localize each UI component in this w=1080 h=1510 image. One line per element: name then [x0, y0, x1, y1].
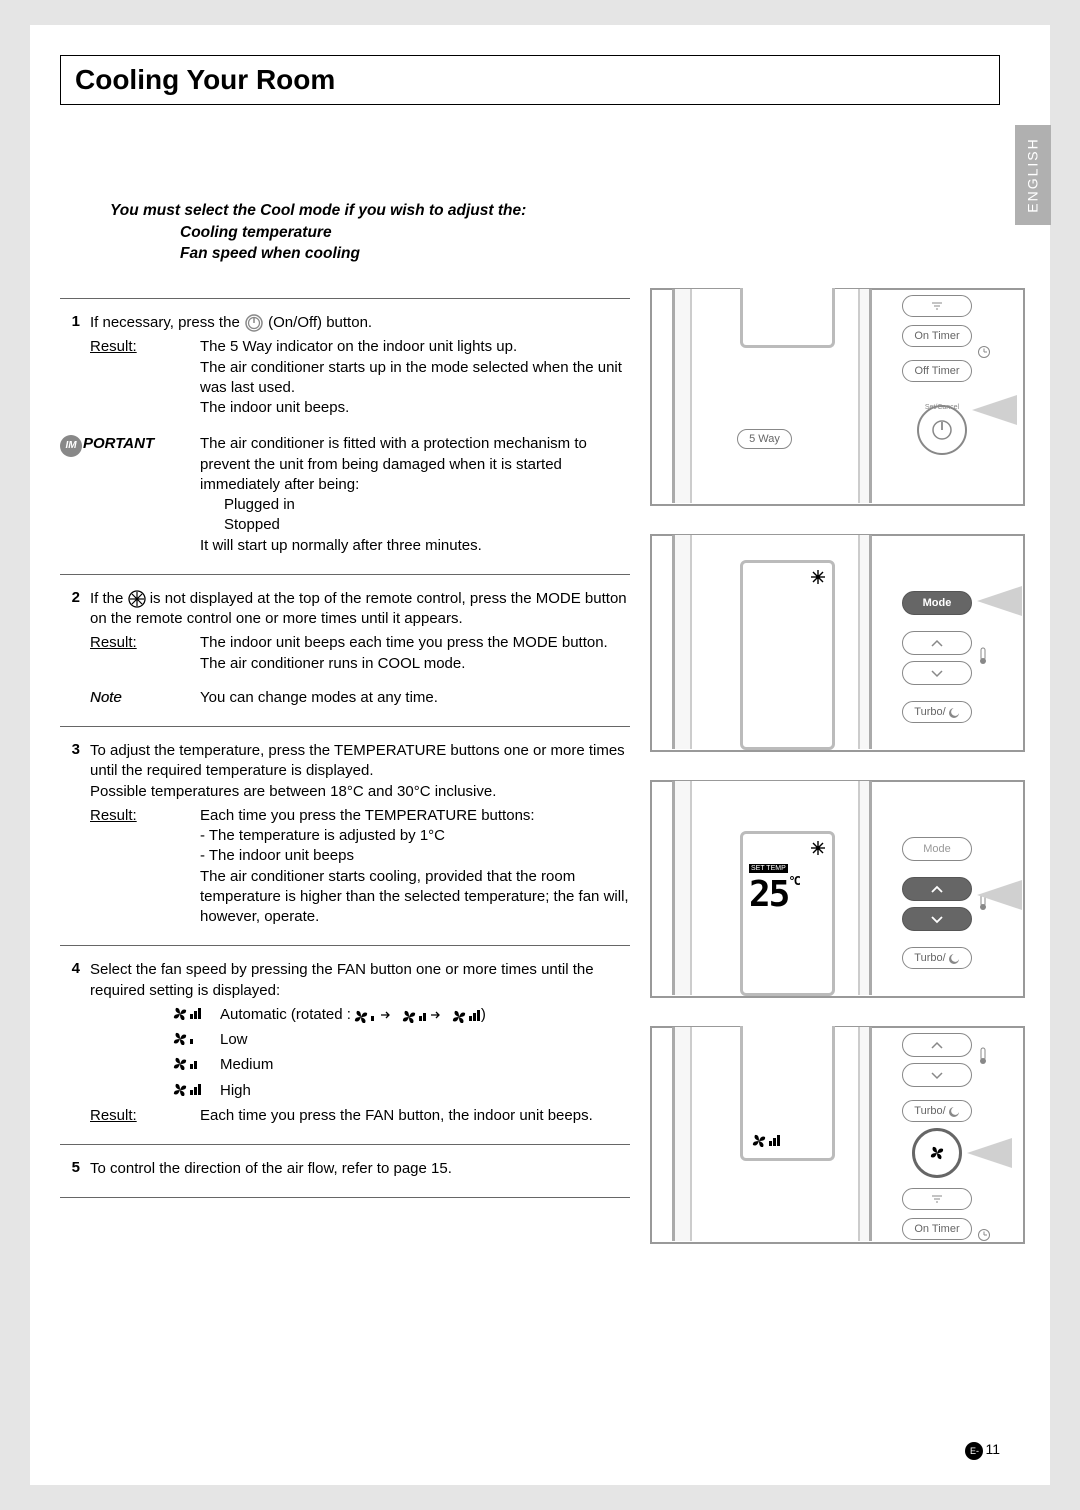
step-number: 4	[60, 960, 90, 1126]
fan-low-icon	[170, 1029, 220, 1051]
step-1-important: IMPORTANT The air conditioner is fitted …	[60, 426, 630, 564]
divider	[60, 1197, 630, 1198]
mode-button: Mode	[902, 837, 972, 861]
fan-speed-icon	[749, 1131, 781, 1152]
indicator-arrow-icon	[977, 880, 1022, 910]
note-label: Note	[90, 688, 200, 708]
result-label: Result:	[90, 1106, 200, 1126]
step-number: 3	[60, 741, 90, 927]
temp-up-button	[902, 631, 972, 655]
important-body: The air conditioner is fitted with a pro…	[200, 434, 630, 556]
set-temp-label: SET TEMP	[749, 864, 788, 873]
snowflake-icon	[128, 590, 146, 608]
step-3: 3 To adjust the temperature, press the T…	[60, 737, 630, 935]
temp-up-button	[902, 877, 972, 901]
step-4: 4 Select the fan speed by pressing the F…	[60, 956, 630, 1134]
result-label: Result:	[90, 633, 200, 674]
divider	[60, 726, 630, 727]
turbo-button: Turbo/	[902, 701, 972, 723]
fan-high-row: High	[170, 1080, 630, 1102]
intro-line-2: Cooling temperature	[180, 222, 526, 244]
step-number: 1	[60, 313, 90, 418]
divider	[60, 1144, 630, 1145]
result-label: Result:	[90, 337, 200, 418]
indicator-arrow-icon	[972, 395, 1017, 425]
steps-column: 1 If necessary, press the (On/Off) butto…	[60, 288, 630, 1208]
indicator-arrow-icon	[967, 1138, 1012, 1168]
fan-auto-row: Automatic (rotated : )	[170, 1004, 630, 1026]
five-way-button: 5 Way	[737, 429, 792, 449]
indicator-arrow-icon	[977, 586, 1022, 616]
intro-line-3: Fan speed when cooling	[180, 243, 526, 265]
step-5: 5 To control the direction of the air fl…	[60, 1155, 630, 1187]
remote-panel-1: 5 Way On Timer Off Timer Set/Cancel	[650, 288, 1025, 506]
off-timer-button: Off Timer	[902, 360, 972, 382]
remote-panel-2: Mode Turbo/	[650, 534, 1025, 752]
divider	[60, 298, 630, 299]
power-icon	[244, 313, 264, 333]
important-label: IMPORTANT	[60, 434, 200, 556]
temp-display: 25°C	[749, 874, 799, 915]
title-box: Cooling Your Room	[60, 55, 1000, 105]
intro-line-1: You must select the Cool mode if you wis…	[110, 200, 526, 222]
temp-down-button	[902, 907, 972, 931]
remote-illustrations: 5 Way On Timer Off Timer Set/Cancel Mode	[650, 288, 1030, 1244]
fan-high-icon	[170, 1080, 220, 1102]
temp-down-button	[902, 661, 972, 685]
fan-med-icon	[170, 1054, 220, 1076]
language-label: ENGLISH	[1025, 137, 1041, 212]
fan-button	[912, 1128, 962, 1178]
on-timer-button: On Timer	[902, 325, 972, 347]
step-number: 2	[60, 589, 90, 708]
step-body: If necessary, press the (On/Off) button.…	[90, 313, 630, 418]
page-title: Cooling Your Room	[61, 56, 999, 104]
divider	[60, 945, 630, 946]
swing-button	[902, 1188, 972, 1210]
fan-med-row: Medium	[170, 1054, 630, 1076]
language-tab: ENGLISH	[1015, 125, 1051, 225]
temp-up-button	[902, 1033, 972, 1057]
divider	[60, 574, 630, 575]
manual-page: ENGLISH Cooling Your Room You must selec…	[30, 25, 1050, 1485]
fan-low-row: Low	[170, 1029, 630, 1051]
step-number: 5	[60, 1159, 90, 1179]
result-label: Result:	[90, 806, 200, 928]
on-timer-button: On Timer	[902, 1218, 972, 1240]
result-text: The 5 Way indicator on the indoor unit l…	[200, 337, 630, 418]
intro-block: You must select the Cool mode if you wis…	[110, 200, 526, 265]
turbo-button: Turbo/	[902, 947, 972, 969]
remote-panel-3: SET TEMP 25°C Mode Turbo/	[650, 780, 1025, 998]
power-button: Set/Cancel	[917, 405, 967, 455]
step-2: 2 If the is not displayed at the top of …	[60, 585, 630, 716]
mode-button: Mode	[902, 591, 972, 615]
fan-auto-icon	[170, 1004, 220, 1026]
temp-down-button	[902, 1063, 972, 1087]
turbo-button: Turbo/	[902, 1100, 972, 1122]
page-number: E-11	[965, 1441, 1000, 1460]
snowflake-icon	[810, 569, 826, 585]
snowflake-icon	[810, 840, 826, 856]
remote-panel-4: Turbo/ On Timer	[650, 1026, 1025, 1244]
page-prefix: E-	[965, 1442, 983, 1460]
text: (On/Off) button.	[268, 314, 372, 331]
text: If necessary, press the	[90, 314, 244, 331]
swing-button	[902, 295, 972, 317]
important-icon: IM	[60, 435, 82, 457]
step-1: 1 If necessary, press the (On/Off) butto…	[60, 309, 630, 426]
